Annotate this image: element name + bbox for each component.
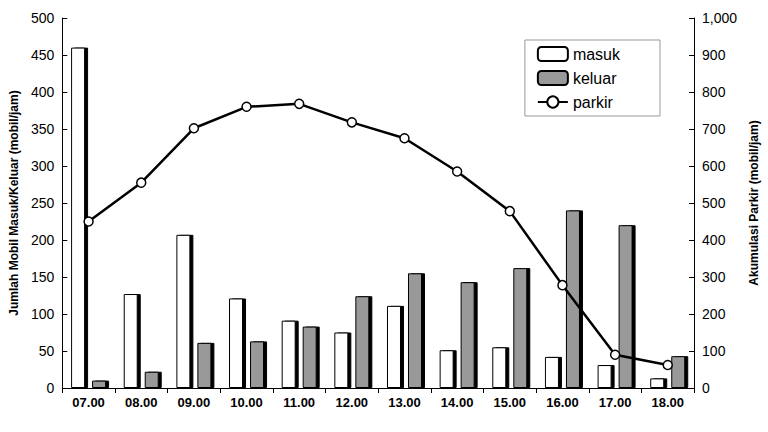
svg-text:10.00: 10.00: [230, 395, 263, 410]
svg-text:09.00: 09.00: [178, 395, 211, 410]
svg-text:keluar: keluar: [573, 70, 617, 87]
svg-text:masuk: masuk: [573, 46, 621, 63]
svg-text:12.00: 12.00: [336, 395, 369, 410]
svg-text:250: 250: [31, 195, 55, 211]
svg-text:100: 100: [702, 343, 726, 359]
svg-text:300: 300: [31, 158, 55, 174]
svg-text:Akumulasi Parkir (mobil/jam): Akumulasi Parkir (mobil/jam): [747, 120, 761, 285]
svg-text:50: 50: [39, 343, 55, 359]
svg-text:400: 400: [702, 232, 726, 248]
svg-text:600: 600: [702, 158, 726, 174]
svg-text:900: 900: [702, 47, 726, 63]
svg-text:17.00: 17.00: [599, 395, 632, 410]
svg-text:200: 200: [702, 306, 726, 322]
svg-text:150: 150: [31, 269, 55, 285]
svg-text:15.00: 15.00: [494, 395, 527, 410]
svg-text:parkir: parkir: [573, 94, 614, 111]
svg-text:300: 300: [702, 269, 726, 285]
svg-text:0: 0: [702, 380, 710, 396]
svg-text:200: 200: [31, 232, 55, 248]
svg-text:800: 800: [702, 84, 726, 100]
svg-text:18.00: 18.00: [651, 395, 684, 410]
svg-text:0: 0: [46, 380, 54, 396]
svg-text:500: 500: [31, 10, 55, 26]
svg-text:700: 700: [702, 121, 726, 137]
svg-text:100: 100: [31, 306, 55, 322]
svg-text:1,000: 1,000: [702, 10, 737, 26]
svg-text:16.00: 16.00: [546, 395, 579, 410]
svg-text:500: 500: [702, 195, 726, 211]
svg-text:Jumlah Mobil Masuk/Keluar (mob: Jumlah Mobil Masuk/Keluar (mobil/jam): [7, 90, 21, 315]
svg-text:11.00: 11.00: [283, 395, 315, 410]
svg-text:07.00: 07.00: [72, 395, 105, 410]
svg-text:14.00: 14.00: [441, 395, 474, 410]
svg-text:08.00: 08.00: [125, 395, 158, 410]
svg-text:350: 350: [31, 121, 55, 137]
svg-text:400: 400: [31, 84, 55, 100]
svg-text:450: 450: [31, 47, 55, 63]
svg-text:13.00: 13.00: [388, 395, 421, 410]
